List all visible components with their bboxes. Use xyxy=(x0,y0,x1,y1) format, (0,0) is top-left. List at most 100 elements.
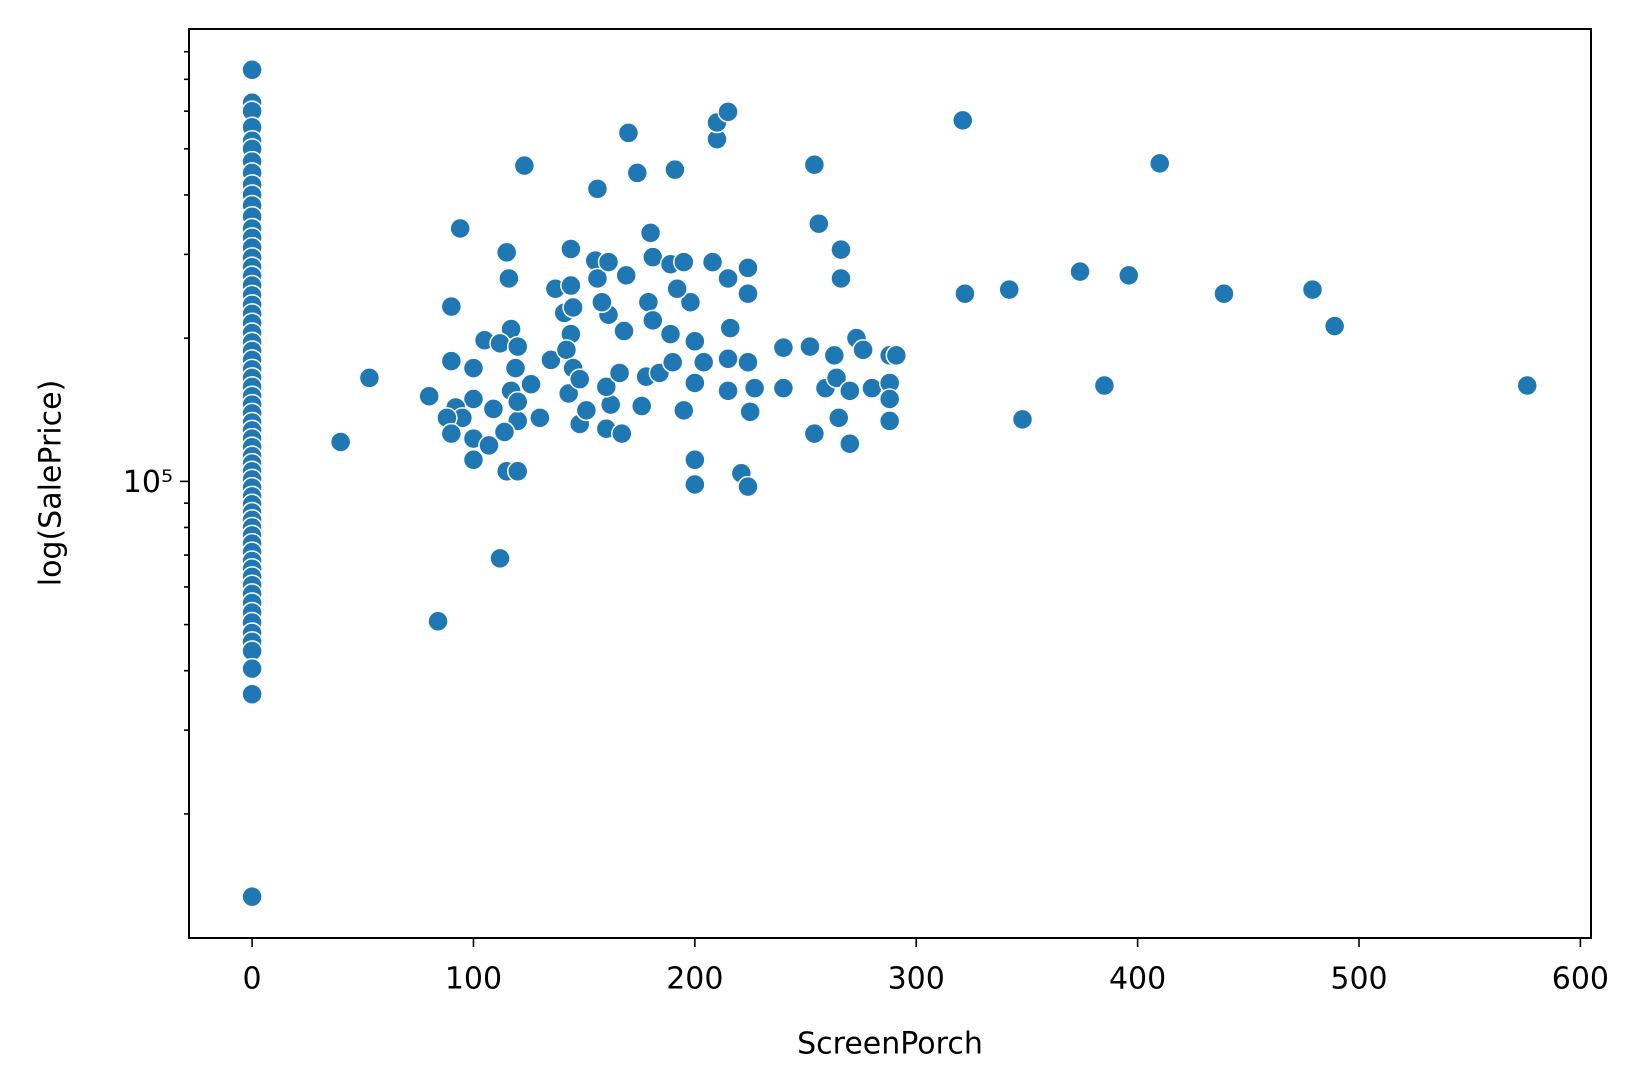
x-tick-label: 200 xyxy=(666,962,723,997)
point xyxy=(608,362,631,384)
point xyxy=(861,377,883,399)
point xyxy=(575,399,598,422)
point xyxy=(1149,152,1171,175)
point xyxy=(737,257,759,279)
point xyxy=(772,377,795,399)
point xyxy=(951,109,974,132)
x-tick-label: 0 xyxy=(243,962,262,997)
point xyxy=(717,267,739,290)
y-axis-label: log(SalePrice) xyxy=(34,380,69,587)
point xyxy=(1011,408,1034,431)
point xyxy=(440,422,463,445)
point xyxy=(664,158,686,181)
point xyxy=(825,367,848,389)
point xyxy=(504,357,527,379)
x-axis-label: ScreenPorch xyxy=(797,1027,983,1062)
point xyxy=(684,473,706,496)
point xyxy=(597,251,620,273)
point xyxy=(717,380,739,402)
point xyxy=(823,344,846,367)
point xyxy=(737,282,759,305)
point xyxy=(692,351,715,373)
point xyxy=(885,344,908,367)
point xyxy=(513,154,536,177)
x-tick-label: 500 xyxy=(1330,962,1387,997)
point xyxy=(506,460,529,483)
point xyxy=(828,407,850,429)
x-tick-label: 400 xyxy=(1109,962,1166,997)
point xyxy=(1069,260,1091,283)
point xyxy=(478,434,500,457)
point xyxy=(626,162,649,184)
y-tick-label: 10⁵ xyxy=(123,465,173,500)
point xyxy=(1301,278,1324,301)
point xyxy=(659,323,682,345)
point xyxy=(462,449,485,471)
point xyxy=(560,238,582,260)
point xyxy=(799,335,821,358)
point xyxy=(719,317,742,339)
point xyxy=(241,657,263,680)
point xyxy=(241,59,263,81)
point xyxy=(440,295,463,318)
point xyxy=(1118,264,1140,287)
point xyxy=(1213,282,1235,305)
point xyxy=(878,410,901,432)
point xyxy=(555,339,578,361)
point xyxy=(358,367,381,389)
point xyxy=(562,296,584,319)
point xyxy=(1516,374,1538,397)
point xyxy=(482,398,505,420)
point xyxy=(830,267,852,290)
point xyxy=(506,391,529,413)
x-tick-label: 300 xyxy=(888,962,945,997)
point xyxy=(642,309,664,332)
point xyxy=(630,395,653,417)
point xyxy=(615,264,637,287)
point xyxy=(599,393,622,416)
point xyxy=(329,431,352,453)
point xyxy=(661,351,684,373)
point xyxy=(839,380,861,402)
point xyxy=(489,332,511,355)
point xyxy=(595,376,618,398)
point xyxy=(462,388,485,410)
point xyxy=(427,610,449,633)
point xyxy=(679,291,702,313)
point xyxy=(1323,315,1346,337)
point xyxy=(998,278,1020,301)
point xyxy=(241,885,263,908)
point xyxy=(852,339,874,361)
point xyxy=(418,385,440,407)
point xyxy=(717,101,739,123)
point xyxy=(529,407,551,429)
point xyxy=(684,372,706,394)
point xyxy=(684,449,706,471)
point xyxy=(520,373,542,396)
point xyxy=(241,683,263,705)
point xyxy=(540,349,562,371)
point xyxy=(808,212,830,235)
point xyxy=(495,241,518,264)
point xyxy=(462,357,485,379)
point xyxy=(449,217,471,240)
point xyxy=(493,421,516,443)
point xyxy=(737,475,759,498)
point xyxy=(743,377,766,399)
point xyxy=(717,348,739,370)
plot-frame xyxy=(188,28,1592,939)
point xyxy=(560,274,582,297)
point xyxy=(498,267,520,290)
point xyxy=(557,382,580,405)
point xyxy=(737,351,759,373)
point xyxy=(830,238,852,261)
point xyxy=(591,291,613,313)
x-tick-label: 600 xyxy=(1552,962,1609,997)
point xyxy=(611,422,633,445)
point xyxy=(506,335,529,358)
point xyxy=(617,122,640,144)
point xyxy=(1093,374,1116,397)
point xyxy=(701,251,724,273)
point xyxy=(586,267,609,290)
